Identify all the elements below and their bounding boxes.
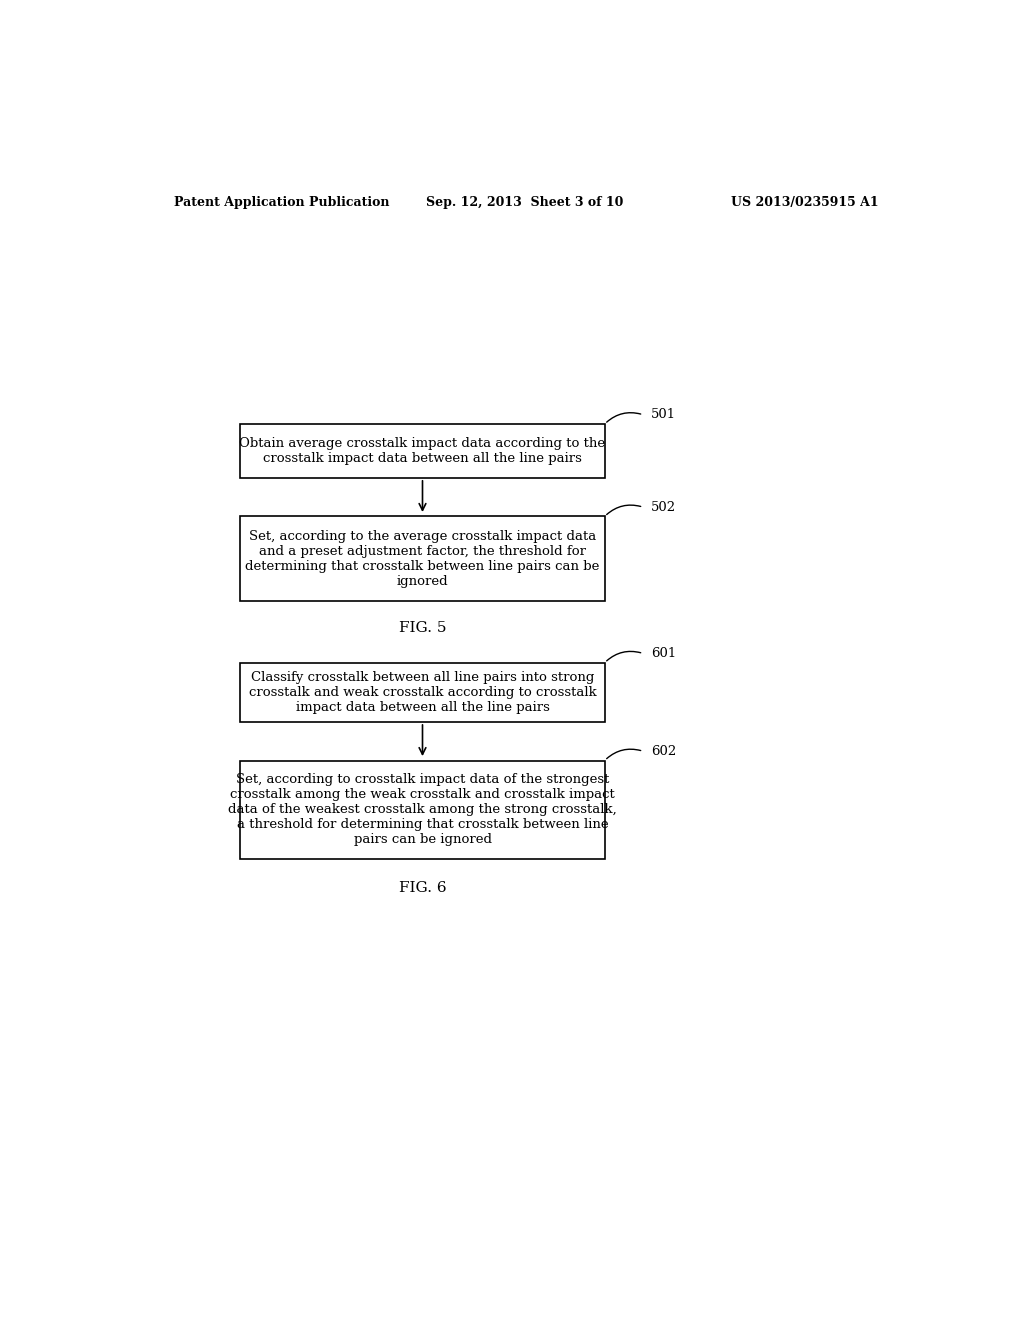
Text: US 2013/0235915 A1: US 2013/0235915 A1 xyxy=(731,195,879,209)
Text: Classify crosstalk between all line pairs into strong
crosstalk and weak crossta: Classify crosstalk between all line pair… xyxy=(249,671,596,714)
Text: Sep. 12, 2013  Sheet 3 of 10: Sep. 12, 2013 Sheet 3 of 10 xyxy=(426,195,624,209)
Text: Obtain average crosstalk impact data according to the
crosstalk impact data betw: Obtain average crosstalk impact data acc… xyxy=(240,437,605,465)
Text: Patent Application Publication: Patent Application Publication xyxy=(174,195,390,209)
Text: 601: 601 xyxy=(651,647,677,660)
Text: Set, according to the average crosstalk impact data
and a preset adjustment fact: Set, according to the average crosstalk … xyxy=(246,529,600,587)
FancyBboxPatch shape xyxy=(241,760,604,859)
Text: FIG. 6: FIG. 6 xyxy=(398,882,446,895)
Text: FIG. 5: FIG. 5 xyxy=(398,622,446,635)
FancyBboxPatch shape xyxy=(241,516,604,601)
Text: 501: 501 xyxy=(651,408,676,421)
Text: 602: 602 xyxy=(651,744,677,758)
FancyBboxPatch shape xyxy=(241,663,604,722)
Text: Set, according to crosstalk impact data of the strongest
crosstalk among the wea: Set, according to crosstalk impact data … xyxy=(228,774,616,846)
FancyBboxPatch shape xyxy=(241,424,604,478)
Text: 502: 502 xyxy=(651,500,676,513)
